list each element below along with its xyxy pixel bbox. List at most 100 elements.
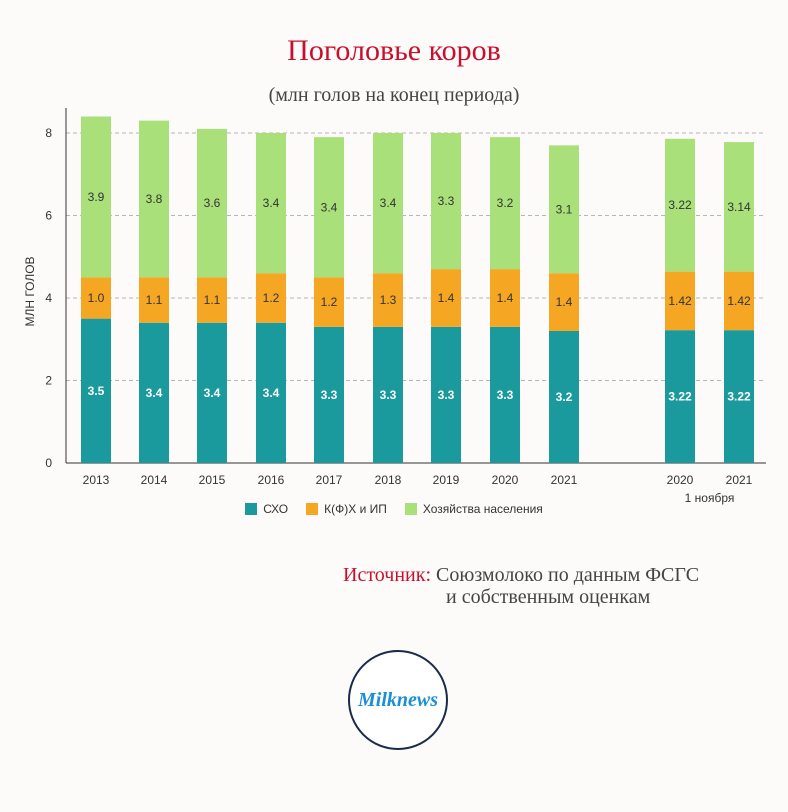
data-label: 3.22 — [668, 198, 692, 212]
bar-segment — [431, 133, 461, 270]
y-tick-label: 6 — [45, 209, 52, 223]
data-label: 3.4 — [321, 200, 338, 214]
data-label: 3.22 — [668, 390, 692, 404]
data-label: 3.4 — [263, 196, 280, 210]
data-label: 1.2 — [263, 291, 280, 305]
legend-item-households: Хозяйства населения — [404, 502, 543, 516]
data-label: 3.4 — [380, 196, 397, 210]
bar-segment — [373, 326, 403, 463]
milknews-logo: Milknews — [348, 650, 448, 750]
x-tick-label: 2018 — [375, 473, 402, 487]
data-label: 3.3 — [497, 388, 514, 402]
data-label: 3.2 — [556, 390, 573, 404]
bar-segment — [490, 269, 520, 327]
data-label: 1.4 — [497, 291, 514, 305]
source-line1: Союзмолоко по данным ФСГС — [436, 564, 700, 586]
chart-title: Поголовье коров — [287, 34, 501, 67]
x-tick-label: 2016 — [258, 473, 285, 487]
legend-item-sxo: СХО — [245, 502, 288, 516]
bar-segment — [256, 133, 286, 274]
source-label: Источник: — [343, 564, 432, 586]
data-label: 1.1 — [146, 293, 163, 307]
data-label: 1.4 — [556, 295, 573, 309]
legend-item-kfx: К(Ф)Х и ИП — [306, 502, 387, 516]
data-label: 3.4 — [263, 386, 280, 400]
data-label: 3.9 — [88, 190, 105, 204]
bar-segment — [431, 269, 461, 327]
legend-swatch-households — [404, 503, 417, 515]
x-tick-sublabel: 1 ноября — [685, 491, 735, 505]
bar-segment — [665, 330, 695, 463]
source-line2: и собственным оценкам — [446, 586, 651, 608]
legend-swatch-sxo — [245, 503, 258, 515]
data-label: 3.14 — [727, 200, 751, 214]
data-label: 3.4 — [204, 386, 221, 400]
bar-segment — [197, 128, 227, 278]
data-label: 3.5 — [88, 384, 105, 398]
data-label: 1.0 — [88, 291, 105, 305]
x-tick-label: 2020 — [667, 473, 694, 487]
x-tick-label: 2017 — [316, 473, 343, 487]
bar-segment — [139, 120, 169, 278]
logo-text: Milknews — [357, 688, 439, 711]
data-label: 3.3 — [380, 388, 397, 402]
bar-segment — [314, 277, 344, 327]
bar-segment — [197, 277, 227, 323]
data-label: 3.2 — [497, 196, 514, 210]
y-tick-label: 8 — [45, 126, 52, 140]
y-tick-label: 0 — [45, 456, 52, 470]
bar-segment — [314, 137, 344, 278]
y-axis-label: МЛН ГОЛОВ — [23, 256, 37, 326]
chart-subtitle: (млн голов на конец периода) — [268, 84, 520, 106]
bar-segment — [373, 273, 403, 327]
bar-segment — [549, 145, 579, 274]
bar-segment — [431, 326, 461, 463]
stacked-bar-chart: 0 2 4 6 8 МЛН ГОЛОВ 3.5 1.0 3.9 2013 3.4 1.1 3.8 2014… — [23, 108, 766, 505]
x-tick-label: 2015 — [199, 473, 226, 487]
data-label: 3.3 — [438, 194, 455, 208]
data-label: 1.2 — [321, 295, 338, 309]
bar-segment — [139, 322, 169, 463]
data-label: 1.1 — [204, 293, 221, 307]
data-label: 3.3 — [321, 388, 338, 402]
chart-legend: СХО К(Ф)Х и ИП Хозяйства населения — [0, 502, 788, 516]
bar-segment — [665, 138, 695, 272]
x-tick-label: 2020 — [492, 473, 519, 487]
data-label: 1.42 — [668, 294, 692, 308]
bar-segment — [549, 331, 579, 463]
data-label: 3.1 — [556, 202, 573, 216]
data-label: 3.8 — [146, 192, 163, 206]
data-label: 3.4 — [146, 386, 163, 400]
bar-segment — [490, 326, 520, 463]
x-tick-label: 2013 — [83, 473, 110, 487]
bar-segment — [256, 273, 286, 323]
bar-segment — [81, 116, 111, 278]
y-tick-label: 4 — [45, 291, 52, 305]
bar-segment — [724, 330, 754, 463]
bar-segment — [490, 137, 520, 270]
data-label: 3.6 — [204, 196, 221, 210]
bar-segment — [256, 322, 286, 463]
x-tick-label: 2021 — [726, 473, 753, 487]
bar-segment — [549, 273, 579, 331]
legend-label-kfx: К(Ф)Х и ИП — [324, 502, 387, 516]
bar-segment — [373, 133, 403, 274]
data-label: 1.4 — [438, 291, 455, 305]
bar-segment — [81, 277, 111, 319]
bar-segment — [139, 277, 169, 323]
x-tick-label: 2019 — [433, 473, 460, 487]
bar-segment — [314, 326, 344, 463]
x-tick-label: 2014 — [141, 473, 168, 487]
y-tick-label: 2 — [45, 374, 52, 388]
bar-segment — [197, 322, 227, 463]
legend-label-households: Хозяйства населения — [422, 502, 543, 516]
data-label: 3.3 — [438, 388, 455, 402]
legend-swatch-kfx — [306, 503, 319, 515]
data-label: 1.3 — [380, 293, 397, 307]
bar-segment — [665, 271, 695, 331]
bar-segment — [724, 271, 754, 331]
legend-label-sxo: СХО — [263, 502, 289, 516]
bar-segment — [724, 142, 754, 272]
data-label: 1.42 — [727, 294, 751, 308]
bar-segment — [81, 318, 111, 463]
